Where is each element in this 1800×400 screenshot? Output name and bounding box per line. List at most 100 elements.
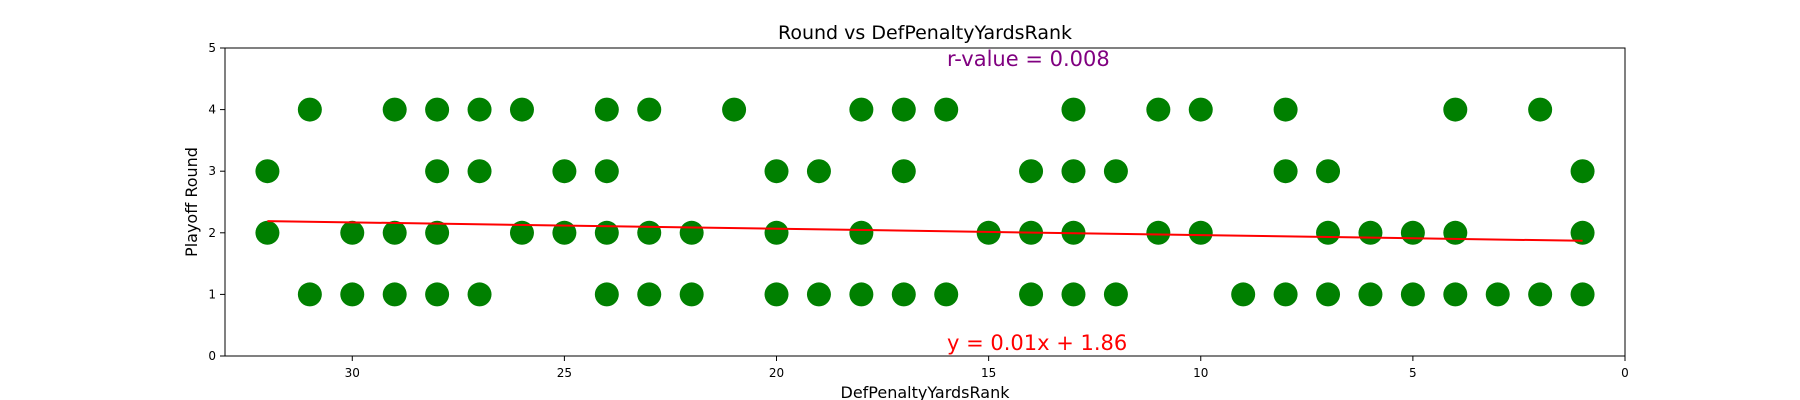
data-point [934,282,959,307]
points-layer [255,97,1595,307]
data-point [1570,282,1595,307]
x-tick-label: 25 [557,366,572,380]
data-point [1528,282,1553,307]
data-point [1019,159,1044,184]
data-point [1400,220,1425,245]
data-point [722,97,747,122]
data-point [255,159,280,184]
data-point [1358,282,1383,307]
data-point [1316,159,1341,184]
data-point [1443,282,1468,307]
data-point [425,159,450,184]
data-point [637,220,662,245]
data-point [1061,97,1086,122]
data-point [1273,97,1298,122]
data-point [1570,159,1595,184]
data-point [1358,220,1383,245]
data-point [849,220,874,245]
y-tick-label: 3 [208,164,216,178]
data-point [764,282,789,307]
data-point [340,220,365,245]
data-point [637,97,662,122]
data-point [1188,220,1213,245]
data-point [1146,97,1171,122]
data-point [1528,97,1553,122]
data-point [297,97,322,122]
chart-title: Round vs DefPenaltyYardsRank [778,22,1072,44]
data-point [1273,159,1298,184]
regression-line [267,220,1583,242]
data-point [849,97,874,122]
data-point [340,282,365,307]
x-tick-label: 30 [345,366,360,380]
data-point [425,220,450,245]
data-point [1316,282,1341,307]
data-point [1443,97,1468,122]
regression-layer [267,220,1583,242]
data-point [467,97,492,122]
data-point [382,282,407,307]
data-point [1103,282,1128,307]
data-point [1485,282,1510,307]
data-point [425,282,450,307]
data-point [1570,220,1595,245]
x-tick-label: 0 [1621,366,1629,380]
y-tick-label: 0 [208,349,216,363]
data-point [467,159,492,184]
data-point [806,159,831,184]
data-point [1019,282,1044,307]
x-axis-ticks: 30 25 20 15 10 5 0 [345,356,1629,380]
data-point [425,97,450,122]
data-point [297,282,322,307]
data-point [637,282,662,307]
data-point [1400,282,1425,307]
y-tick-label: 4 [208,103,216,117]
r-value-annotation: r-value = 0.008 [947,47,1110,71]
y-axis-label: Playoff Round [182,147,201,257]
data-point [1146,220,1171,245]
data-point [552,220,577,245]
data-point [1188,97,1213,122]
data-point [934,97,959,122]
data-point [594,97,619,122]
data-point [1316,220,1341,245]
data-point [764,159,789,184]
x-tick-label: 15 [981,366,996,380]
data-point [891,97,916,122]
data-point [679,282,704,307]
y-tick-label: 1 [208,287,216,301]
data-point [509,220,534,245]
x-tick-label: 10 [1193,366,1208,380]
data-point [594,159,619,184]
data-point [679,220,704,245]
x-tick-label: 20 [769,366,784,380]
data-point [552,159,577,184]
data-point [891,282,916,307]
data-point [594,282,619,307]
data-point [1103,159,1128,184]
data-point [849,282,874,307]
data-point [1231,282,1256,307]
regression-equation-annotation: y = 0.01x + 1.86 [947,331,1127,355]
data-point [1273,282,1298,307]
data-point [764,220,789,245]
y-axis-ticks: 0 1 2 3 4 5 [208,41,225,363]
data-point [891,159,916,184]
data-point [1061,159,1086,184]
data-point [382,220,407,245]
data-point [467,282,492,307]
y-tick-label: 5 [208,41,216,55]
x-axis-label: DefPenaltyYardsRank [841,383,1011,400]
data-point [594,220,619,245]
data-point [382,97,407,122]
y-tick-label: 2 [208,226,216,240]
axes [224,47,1626,357]
data-point [1061,282,1086,307]
data-point [1443,220,1468,245]
plot-frame [224,47,1626,357]
x-tick-label: 5 [1409,366,1417,380]
data-point [806,282,831,307]
data-point [255,220,280,245]
data-point [509,97,534,122]
